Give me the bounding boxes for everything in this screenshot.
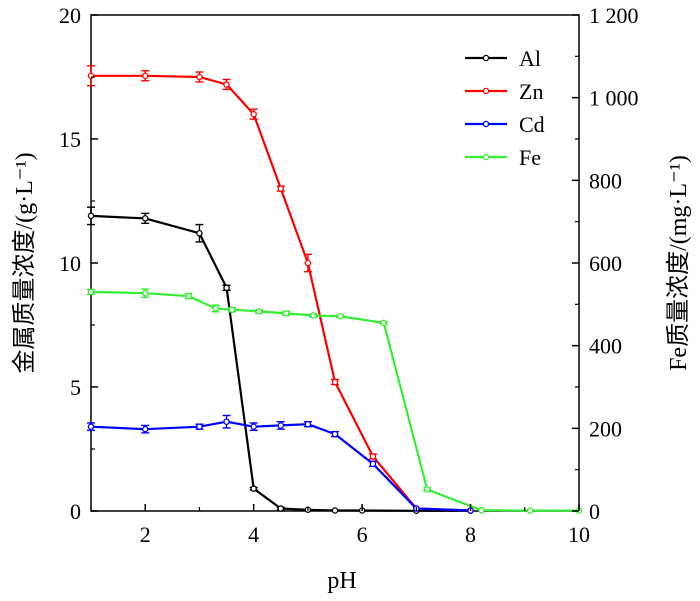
- x-tick-label: 6: [357, 522, 368, 547]
- data-point: [87, 288, 95, 296]
- data-point: [223, 81, 230, 88]
- data-point: [255, 308, 263, 315]
- x-tick-label: 8: [465, 522, 476, 547]
- data-point: [196, 423, 203, 430]
- data-point: [423, 486, 431, 493]
- data-point: [277, 422, 285, 429]
- legend-label: Fe: [519, 145, 541, 170]
- legend-item-zn: Zn: [465, 79, 543, 104]
- x-tick-label: 2: [140, 522, 151, 547]
- data-point: [212, 305, 219, 312]
- y-left-tick-label: 5: [70, 375, 81, 400]
- data-point: [223, 284, 230, 292]
- y-right-tick-label: 1 000: [589, 86, 639, 111]
- y-axis-right-title: Fe质量浓度/(mg·L⁻¹): [665, 155, 692, 371]
- data-point: [250, 485, 257, 492]
- y-right-tick-label: 1 200: [589, 3, 639, 28]
- data-point: [380, 319, 388, 327]
- x-axis-title: pH: [327, 568, 356, 594]
- y-right-tick-label: 200: [589, 416, 622, 441]
- y-right-tick-label: 600: [589, 251, 622, 276]
- y-right-tick-label: 400: [589, 334, 622, 359]
- series-line: [90, 214, 471, 512]
- data-point: [331, 378, 339, 386]
- x-tick-label: 10: [568, 522, 590, 547]
- data-point: [141, 215, 149, 222]
- data-point: [304, 420, 312, 428]
- legend-item-fe: Fe: [465, 145, 541, 170]
- y-left-tick-label: 15: [59, 127, 81, 152]
- data-point: [526, 507, 534, 514]
- data-point: [141, 289, 149, 297]
- y-left-tick-label: 0: [70, 499, 81, 524]
- data-point: [304, 259, 312, 267]
- data-point: [369, 460, 377, 468]
- data-point: [185, 292, 192, 300]
- y-right-tick-label: 0: [589, 499, 600, 524]
- legend-marker: [482, 87, 490, 95]
- y-left-tick-label: 10: [59, 251, 81, 276]
- data-point: [196, 229, 203, 237]
- series-layer: [87, 65, 583, 515]
- legend-marker: [482, 153, 490, 161]
- data-point: [141, 425, 149, 433]
- legend-label: Al: [519, 46, 541, 71]
- series-zn: [87, 65, 474, 514]
- legend-item-cd: Cd: [465, 112, 545, 137]
- data-point: [250, 423, 257, 430]
- series-cd: [87, 414, 474, 514]
- legend-marker: [482, 54, 490, 62]
- series-fe: [87, 288, 583, 514]
- data-point: [141, 72, 149, 80]
- y-axis-left-title: 金属质量浓度/(g·L⁻¹): [11, 152, 38, 373]
- data-point: [228, 306, 236, 313]
- legend-label: Zn: [519, 79, 543, 104]
- series-al: [87, 206, 474, 515]
- y-right-tick-label: 800: [589, 168, 622, 193]
- data-point: [250, 110, 257, 118]
- data-point: [277, 185, 285, 192]
- data-point: [87, 212, 95, 220]
- legend: Al Zn Cd Fe: [465, 46, 545, 170]
- y-left-tick-label: 20: [59, 3, 81, 28]
- data-point: [478, 506, 485, 514]
- data-point: [277, 505, 285, 512]
- x-tick-label: 4: [248, 522, 259, 547]
- data-point: [196, 73, 203, 81]
- series-line: [90, 290, 579, 512]
- data-point: [331, 507, 339, 514]
- legend-item-al: Al: [465, 46, 541, 71]
- data-point: [223, 418, 230, 425]
- legend-marker: [482, 120, 490, 128]
- data-point: [337, 313, 344, 320]
- legend-label: Cd: [519, 112, 545, 137]
- data-point: [331, 430, 339, 438]
- data-point: [310, 312, 317, 319]
- data-point: [87, 423, 95, 430]
- data-point: [369, 453, 377, 460]
- data-point: [282, 310, 290, 317]
